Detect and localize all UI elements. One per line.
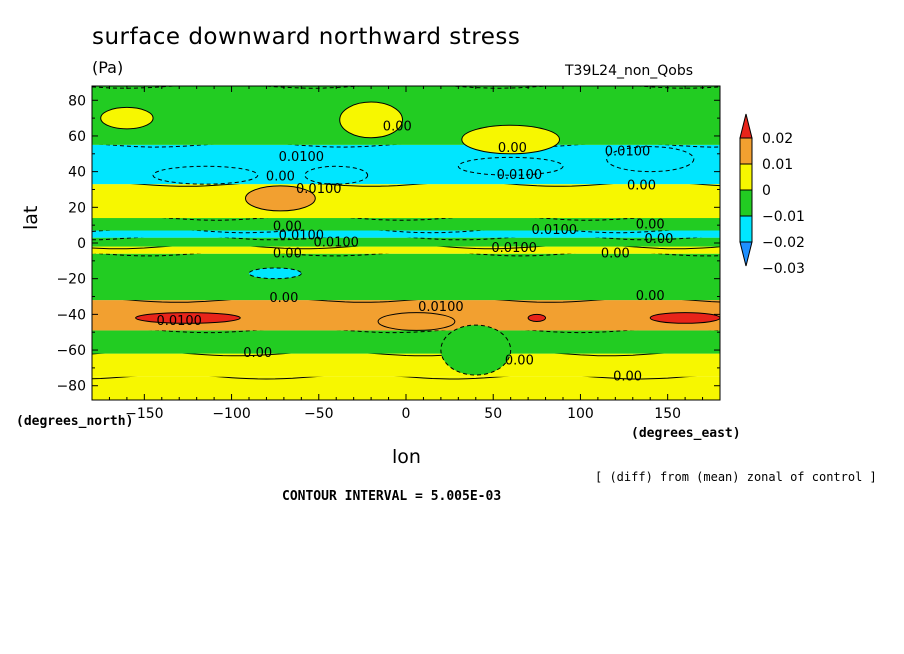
colorbar-label: −0.02 (762, 235, 805, 251)
y-tick-label: 40 (68, 165, 86, 181)
x-tick-label: 0 (402, 406, 411, 422)
y-tick-label: 60 (68, 129, 86, 145)
units-label: (Pa) (92, 58, 124, 77)
colorbar-segment (739, 163, 753, 191)
colorbar-label: −0.03 (762, 261, 805, 277)
contour-label: 0.00 (505, 353, 534, 368)
x-tick-label: 150 (654, 406, 681, 422)
contour-label: 0.0100 (491, 241, 537, 256)
x-tick-label: −150 (125, 406, 163, 422)
x-tick-label: 100 (567, 406, 594, 422)
contour-interval: CONTOUR INTERVAL = 5.005E-03 (282, 489, 502, 504)
contour-label: 0.0100 (156, 314, 202, 329)
contour-label: 0.0100 (279, 228, 325, 243)
anomaly-region (606, 146, 695, 173)
run-name: T39L24_non_Qobs (565, 63, 694, 79)
x-axis-label: lon (392, 446, 421, 468)
anomaly-region (457, 156, 564, 176)
x-tick-label: 50 (484, 406, 502, 422)
y-tick-label: −80 (56, 379, 86, 395)
contour-label: 0.0100 (279, 150, 325, 165)
contour-label: 0.00 (636, 289, 665, 304)
colorbar-label: 0 (762, 183, 771, 199)
y-tick-label: −40 (56, 307, 86, 323)
colorbar-label: 0.01 (762, 157, 793, 173)
colorbar-segment (739, 215, 753, 243)
contour-label: 0.00 (269, 291, 298, 306)
colorbar-segment (739, 137, 753, 165)
contour-label: 0.0100 (605, 145, 651, 160)
zonal-band (92, 330, 720, 354)
anomaly-region (339, 101, 404, 139)
contour-label: 0.0100 (497, 168, 543, 183)
contour-label: 0.00 (243, 346, 272, 361)
contour-label: 0.00 (613, 369, 642, 384)
anomaly-region (245, 185, 316, 212)
zonal-band (92, 237, 720, 247)
zonal-band (92, 218, 720, 231)
anomaly-region (304, 165, 369, 185)
contour-label: 0.0100 (532, 223, 578, 238)
contour-label: 0.00 (636, 218, 665, 233)
anomaly-region (440, 324, 512, 376)
chart-title: surface downward northward stress (92, 24, 521, 50)
zonal-band (92, 253, 720, 301)
anomaly-region (248, 267, 302, 280)
anomaly-region (152, 165, 259, 185)
y-tick-label: 20 (68, 200, 86, 216)
y-tick-label: 0 (77, 236, 86, 252)
x-tick-label: −50 (304, 406, 334, 422)
anomaly-region (100, 106, 154, 130)
colorbar-segment (739, 241, 753, 267)
contour-label: 0.0100 (296, 182, 342, 197)
colorbar-segment (739, 189, 753, 217)
zonal-band (92, 184, 720, 219)
colorbar-segment (739, 113, 753, 139)
contour-label: 0.00 (266, 170, 295, 185)
y-tick-label: 80 (68, 93, 86, 109)
contour-label: 0.00 (644, 232, 673, 247)
contour-label: 0.0100 (313, 236, 359, 251)
anomaly-region (377, 312, 456, 331)
anomaly-region (461, 124, 561, 155)
contour-label: 0.00 (627, 178, 656, 193)
anomaly-region (135, 312, 241, 324)
contour-label: 0.00 (383, 120, 412, 135)
zonal-band (92, 376, 720, 400)
y-axis-label: lat (20, 205, 42, 230)
anomaly-region (527, 313, 547, 323)
contour-label: 0.0100 (418, 300, 464, 315)
contour-label: 0.00 (498, 141, 527, 156)
contour-label: 0.00 (273, 246, 302, 261)
zonal-band (92, 86, 720, 145)
zonal-band (92, 246, 720, 254)
anomaly-region (649, 312, 720, 324)
contour-label: 0.00 (601, 246, 630, 261)
y-unit-label: (degrees_north) (16, 414, 134, 429)
colorbar-label: −0.01 (762, 209, 805, 225)
contour-line (92, 350, 720, 357)
colorbar-label: 0.02 (762, 131, 793, 147)
y-tick-label: −60 (56, 343, 86, 359)
x-unit-label: (degrees_east) (631, 426, 741, 441)
comparison-note: [ (diff) from (mean) zonal of control ] (595, 470, 877, 484)
contour-label: 0.00 (273, 220, 302, 235)
zonal-band (92, 353, 720, 377)
zonal-band (92, 230, 720, 238)
y-tick-label: −20 (56, 272, 86, 288)
x-tick-label: −100 (212, 406, 250, 422)
